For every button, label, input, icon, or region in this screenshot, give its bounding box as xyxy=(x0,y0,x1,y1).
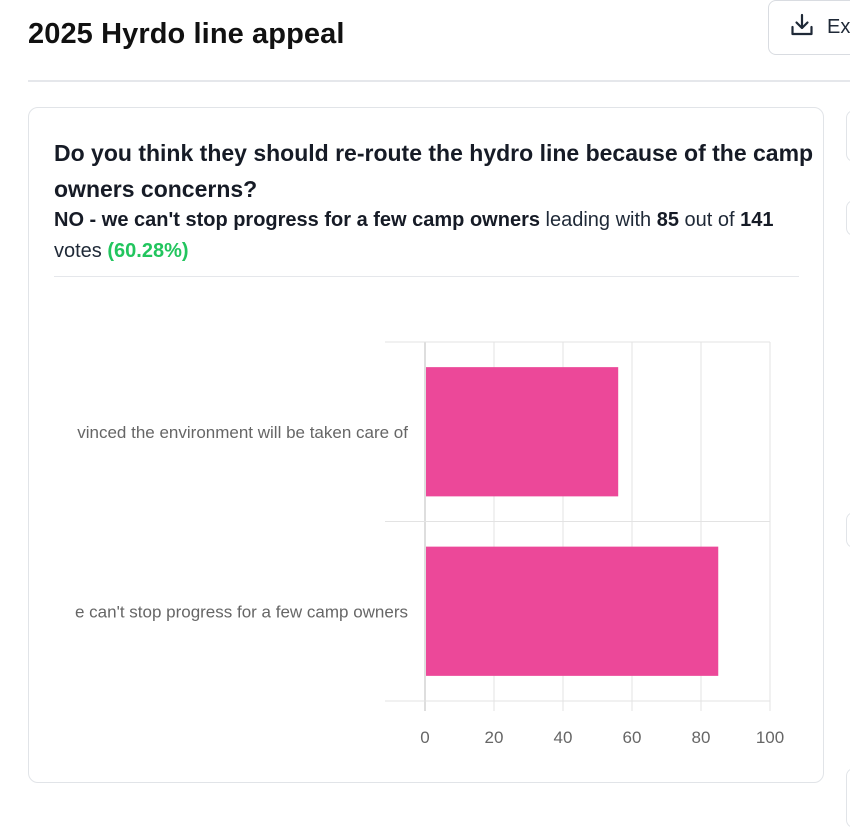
header-divider xyxy=(28,80,850,82)
leading-with-text: leading with xyxy=(545,209,652,231)
leader-option: NO - we can't stop progress for a few ca… xyxy=(54,209,540,231)
x-tick-label: 60 xyxy=(623,728,642,747)
votes-text: votes xyxy=(54,240,102,262)
bar-2[interactable] xyxy=(426,546,719,676)
bar-1[interactable] xyxy=(426,367,619,497)
total-votes: 141 xyxy=(740,209,774,231)
adjacent-panel-edge xyxy=(846,768,850,828)
chart-bars xyxy=(426,367,719,676)
category-label: vinced the environment will be taken car… xyxy=(77,423,408,442)
export-button[interactable]: Ex xyxy=(768,0,850,55)
page-title: 2025 Hyrdo line appeal xyxy=(28,18,345,50)
x-tick-label: 0 xyxy=(420,728,429,747)
poll-summary: NO - we can't stop progress for a few ca… xyxy=(54,205,814,267)
adjacent-panel-edge xyxy=(846,110,850,162)
adjacent-panel-edge xyxy=(846,512,850,548)
adjacent-panel-edge xyxy=(846,200,850,236)
card-divider xyxy=(54,276,799,277)
chart-x-ticks: 0 20 40 60 80 100 xyxy=(420,728,784,747)
export-label: Ex xyxy=(827,16,850,38)
chart-categories: vinced the environment will be taken car… xyxy=(75,423,408,622)
poll-question: Do you think they should re-route the hy… xyxy=(54,140,814,202)
leader-votes: 85 xyxy=(656,209,679,231)
x-tick-label: 20 xyxy=(485,728,504,747)
leader-percentage: (60.28%) xyxy=(107,240,189,262)
category-label: e can't stop progress for a few camp own… xyxy=(75,602,408,621)
x-tick-label: 80 xyxy=(692,728,711,747)
out-of-text: out of xyxy=(684,209,735,231)
x-tick-label: 40 xyxy=(554,728,573,747)
x-tick-label: 100 xyxy=(756,728,784,747)
download-icon xyxy=(789,12,815,43)
